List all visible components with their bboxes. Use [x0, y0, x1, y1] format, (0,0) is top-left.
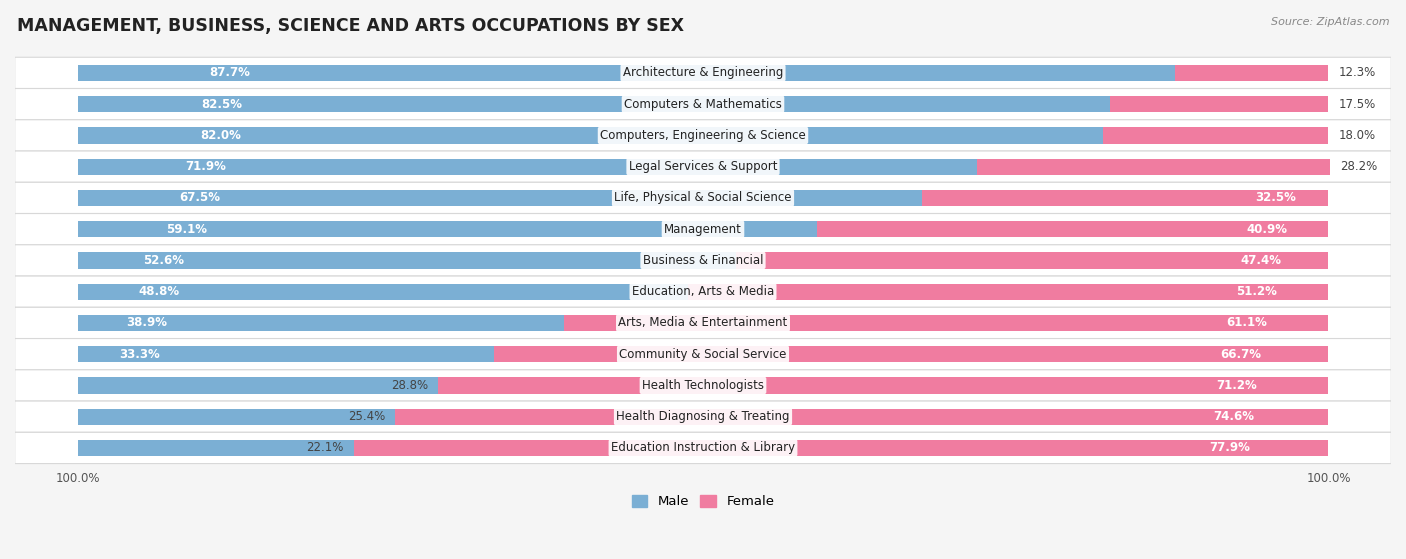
- Legend: Male, Female: Male, Female: [626, 490, 780, 514]
- Bar: [77, 190, 922, 206]
- Bar: [688, 283, 1329, 300]
- Text: 33.3%: 33.3%: [120, 348, 160, 361]
- Bar: [77, 65, 1174, 81]
- Text: 52.6%: 52.6%: [143, 254, 184, 267]
- Bar: [77, 440, 354, 456]
- Bar: [77, 409, 395, 425]
- Text: 82.0%: 82.0%: [201, 129, 242, 142]
- Bar: [564, 315, 1329, 331]
- Bar: [77, 96, 1109, 112]
- FancyBboxPatch shape: [14, 339, 1392, 370]
- FancyBboxPatch shape: [14, 276, 1392, 307]
- FancyBboxPatch shape: [14, 57, 1392, 88]
- Bar: [977, 159, 1330, 175]
- Text: 40.9%: 40.9%: [1247, 222, 1288, 236]
- Text: 74.6%: 74.6%: [1213, 410, 1254, 423]
- FancyBboxPatch shape: [14, 88, 1392, 120]
- FancyBboxPatch shape: [14, 120, 1392, 151]
- Text: 18.0%: 18.0%: [1339, 129, 1375, 142]
- Text: 61.1%: 61.1%: [1226, 316, 1267, 329]
- Text: Education, Arts & Media: Education, Arts & Media: [631, 285, 775, 298]
- Text: Source: ZipAtlas.com: Source: ZipAtlas.com: [1271, 17, 1389, 27]
- Text: 48.8%: 48.8%: [139, 285, 180, 298]
- FancyBboxPatch shape: [14, 370, 1392, 401]
- Text: Health Technologists: Health Technologists: [643, 379, 763, 392]
- Bar: [1104, 127, 1329, 144]
- Bar: [735, 252, 1329, 268]
- Text: MANAGEMENT, BUSINESS, SCIENCE AND ARTS OCCUPATIONS BY SEX: MANAGEMENT, BUSINESS, SCIENCE AND ARTS O…: [17, 17, 683, 35]
- Text: Life, Physical & Social Science: Life, Physical & Social Science: [614, 191, 792, 205]
- Text: 71.2%: 71.2%: [1216, 379, 1257, 392]
- Bar: [817, 221, 1329, 237]
- Text: 28.8%: 28.8%: [391, 379, 427, 392]
- Text: 59.1%: 59.1%: [166, 222, 207, 236]
- Bar: [77, 221, 817, 237]
- Text: Computers & Mathematics: Computers & Mathematics: [624, 98, 782, 111]
- Text: Management: Management: [664, 222, 742, 236]
- Text: 32.5%: 32.5%: [1256, 191, 1296, 205]
- Text: Community & Social Service: Community & Social Service: [619, 348, 787, 361]
- FancyBboxPatch shape: [14, 151, 1392, 182]
- Text: 28.2%: 28.2%: [1340, 160, 1376, 173]
- Text: 66.7%: 66.7%: [1220, 348, 1261, 361]
- Text: 87.7%: 87.7%: [209, 67, 250, 79]
- FancyBboxPatch shape: [14, 432, 1392, 463]
- Bar: [77, 127, 1104, 144]
- Bar: [395, 409, 1329, 425]
- Bar: [1174, 65, 1329, 81]
- Text: Architecture & Engineering: Architecture & Engineering: [623, 67, 783, 79]
- Bar: [922, 190, 1329, 206]
- FancyBboxPatch shape: [14, 307, 1392, 339]
- Text: Legal Services & Support: Legal Services & Support: [628, 160, 778, 173]
- Bar: [77, 283, 688, 300]
- FancyBboxPatch shape: [14, 214, 1392, 245]
- Bar: [77, 377, 437, 394]
- Text: 77.9%: 77.9%: [1209, 442, 1250, 454]
- Text: 51.2%: 51.2%: [1236, 285, 1277, 298]
- Text: 12.3%: 12.3%: [1339, 67, 1375, 79]
- Text: 82.5%: 82.5%: [201, 98, 242, 111]
- Bar: [1109, 96, 1329, 112]
- FancyBboxPatch shape: [14, 182, 1392, 214]
- Text: 38.9%: 38.9%: [127, 316, 167, 329]
- Text: 71.9%: 71.9%: [186, 160, 226, 173]
- Text: Health Diagnosing & Treating: Health Diagnosing & Treating: [616, 410, 790, 423]
- Text: Arts, Media & Entertainment: Arts, Media & Entertainment: [619, 316, 787, 329]
- Text: 47.4%: 47.4%: [1240, 254, 1281, 267]
- Text: 17.5%: 17.5%: [1339, 98, 1375, 111]
- Text: Education Instruction & Library: Education Instruction & Library: [612, 442, 794, 454]
- Bar: [494, 346, 1329, 362]
- Bar: [77, 315, 564, 331]
- Bar: [437, 377, 1329, 394]
- Text: 25.4%: 25.4%: [349, 410, 385, 423]
- Text: 67.5%: 67.5%: [179, 191, 219, 205]
- Bar: [77, 159, 977, 175]
- FancyBboxPatch shape: [14, 245, 1392, 276]
- Bar: [77, 346, 494, 362]
- FancyBboxPatch shape: [14, 401, 1392, 432]
- Bar: [77, 252, 735, 268]
- Text: 22.1%: 22.1%: [307, 442, 344, 454]
- Bar: [354, 440, 1329, 456]
- Text: Business & Financial: Business & Financial: [643, 254, 763, 267]
- Text: Computers, Engineering & Science: Computers, Engineering & Science: [600, 129, 806, 142]
